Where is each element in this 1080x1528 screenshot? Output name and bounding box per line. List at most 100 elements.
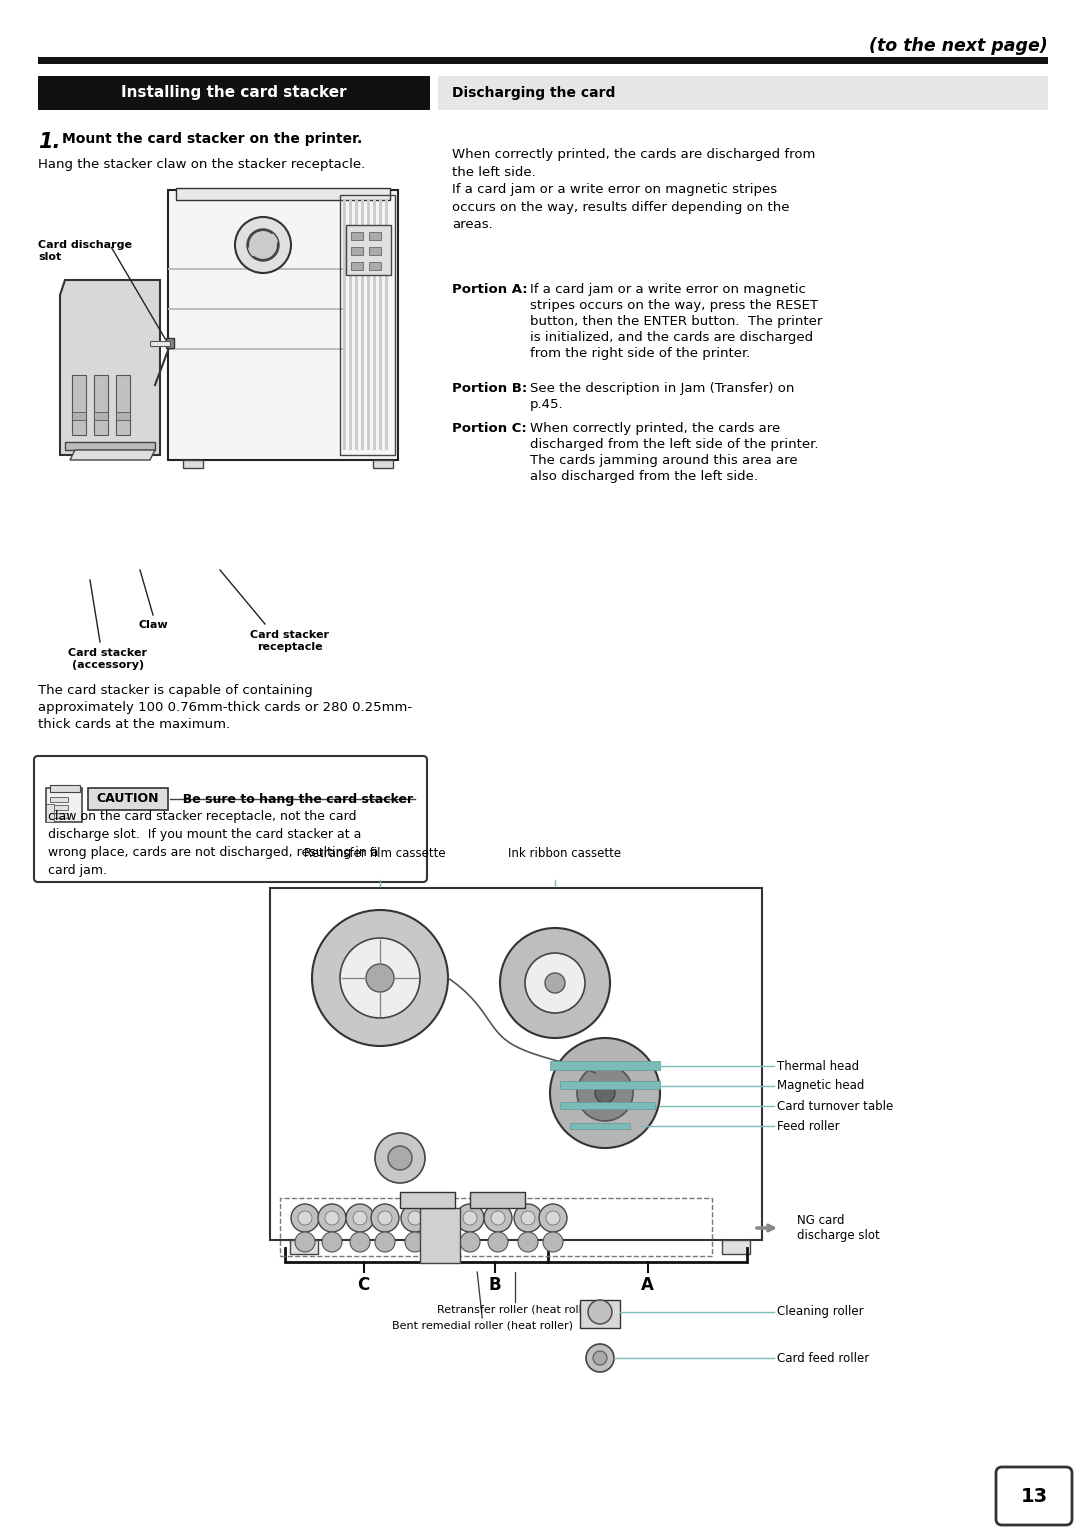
Circle shape: [546, 1212, 561, 1225]
Circle shape: [491, 1212, 505, 1225]
Bar: [367, 200, 370, 451]
Bar: [72, 413, 86, 420]
Polygon shape: [60, 280, 160, 455]
Bar: [168, 267, 343, 270]
Bar: [168, 189, 399, 460]
Circle shape: [577, 1065, 633, 1122]
Text: claw on the card stacker receptacle, not the card
discharge slot.  If you mount : claw on the card stacker receptacle, not…: [48, 810, 378, 877]
Circle shape: [545, 973, 565, 993]
Bar: [168, 309, 343, 310]
Text: A: A: [642, 1276, 654, 1294]
Text: is initialized, and the cards are discharged: is initialized, and the cards are discha…: [530, 332, 813, 344]
Circle shape: [295, 1232, 315, 1251]
Circle shape: [550, 1038, 660, 1148]
Circle shape: [298, 1212, 312, 1225]
Bar: [349, 200, 352, 451]
Circle shape: [433, 1212, 447, 1225]
Text: stripes occurs on the way, press the RESET: stripes occurs on the way, press the RES…: [530, 299, 818, 312]
Bar: [369, 232, 381, 240]
Text: See the description in Jam (Transfer) on: See the description in Jam (Transfer) on: [530, 382, 795, 396]
Text: Thermal head: Thermal head: [777, 1059, 859, 1073]
Bar: [400, 1192, 455, 1209]
Bar: [373, 460, 393, 468]
Circle shape: [346, 1204, 374, 1232]
Circle shape: [405, 1232, 426, 1251]
Text: Installing the card stacker: Installing the card stacker: [121, 86, 347, 101]
Text: Bent remedial roller (heat roller): Bent remedial roller (heat roller): [392, 1320, 572, 1329]
Text: Hang the stacker claw on the stacker receptacle.: Hang the stacker claw on the stacker rec…: [38, 157, 365, 171]
Bar: [94, 413, 108, 420]
Text: Ink ribbon cassette: Ink ribbon cassette: [509, 847, 622, 860]
Bar: [361, 200, 364, 451]
Circle shape: [378, 1212, 392, 1225]
Circle shape: [484, 1204, 512, 1232]
Text: Portion B:: Portion B:: [453, 382, 527, 396]
Circle shape: [593, 1351, 607, 1365]
Circle shape: [375, 1232, 395, 1251]
Bar: [38, 57, 1048, 64]
Circle shape: [500, 927, 610, 1038]
Circle shape: [325, 1212, 339, 1225]
Circle shape: [588, 1300, 612, 1323]
Bar: [351, 248, 363, 255]
Text: Cleaning roller: Cleaning roller: [777, 1305, 864, 1319]
Bar: [384, 200, 388, 451]
Text: CAUTION: CAUTION: [97, 793, 159, 805]
Bar: [94, 374, 108, 435]
Circle shape: [235, 217, 291, 274]
Bar: [38, 76, 430, 110]
Text: NG card
discharge slot: NG card discharge slot: [797, 1215, 880, 1242]
Text: Portion A:: Portion A:: [453, 283, 528, 296]
Bar: [550, 1060, 660, 1070]
Text: Card feed roller: Card feed roller: [777, 1351, 869, 1365]
Circle shape: [408, 1212, 422, 1225]
Circle shape: [340, 938, 420, 1018]
Bar: [72, 374, 86, 435]
Circle shape: [291, 1204, 319, 1232]
Bar: [340, 196, 395, 455]
Bar: [50, 813, 68, 817]
Text: Card turnover table: Card turnover table: [777, 1100, 893, 1112]
Text: C: C: [357, 1276, 369, 1294]
Bar: [46, 788, 82, 822]
Bar: [50, 805, 68, 810]
Bar: [369, 261, 381, 270]
Text: Card discharge
slot: Card discharge slot: [38, 240, 132, 261]
Circle shape: [318, 1204, 346, 1232]
Bar: [420, 1209, 460, 1264]
Bar: [116, 374, 130, 435]
Text: The cards jamming around this area are: The cards jamming around this area are: [530, 454, 798, 468]
Circle shape: [543, 1232, 563, 1251]
Text: Retransfer film cassette: Retransfer film cassette: [305, 847, 446, 860]
Bar: [570, 1123, 630, 1129]
Bar: [561, 1102, 654, 1109]
Bar: [291, 1241, 318, 1254]
Text: Mount the card stacker on the printer.: Mount the card stacker on the printer.: [62, 131, 362, 147]
Circle shape: [247, 229, 279, 261]
Text: B: B: [489, 1276, 501, 1294]
Bar: [65, 442, 156, 451]
Bar: [580, 1300, 620, 1328]
Bar: [150, 341, 170, 345]
Circle shape: [312, 911, 448, 1047]
Circle shape: [372, 1204, 399, 1232]
Circle shape: [322, 1232, 342, 1251]
Bar: [470, 1192, 525, 1209]
Bar: [369, 248, 381, 255]
Bar: [116, 413, 130, 420]
Text: The card stacker is capable of containing
approximately 100 0.76mm-thick cards o: The card stacker is capable of containin…: [38, 685, 413, 730]
Text: from the right side of the printer.: from the right side of the printer.: [530, 347, 751, 361]
Bar: [355, 200, 357, 451]
Bar: [343, 200, 346, 451]
Text: Card stacker
receptacle: Card stacker receptacle: [251, 630, 329, 651]
Bar: [50, 785, 80, 792]
Text: When correctly printed, the cards are: When correctly printed, the cards are: [530, 422, 780, 435]
Bar: [166, 338, 174, 348]
Circle shape: [366, 964, 394, 992]
Text: Portion C:: Portion C:: [453, 422, 527, 435]
Circle shape: [456, 1204, 484, 1232]
Bar: [50, 798, 68, 802]
FancyBboxPatch shape: [996, 1467, 1072, 1525]
Circle shape: [401, 1204, 429, 1232]
Polygon shape: [70, 451, 156, 460]
